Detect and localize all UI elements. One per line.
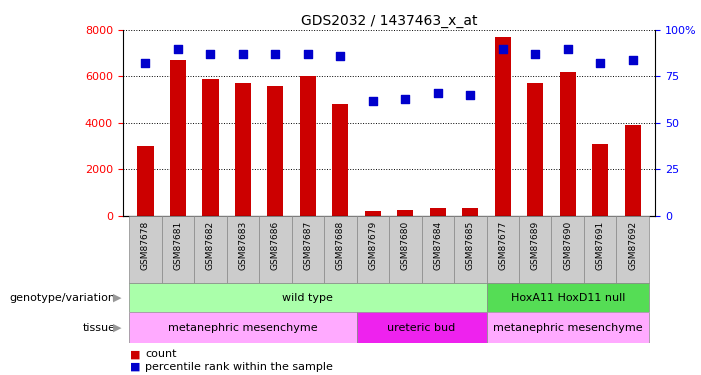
Point <box>270 51 281 57</box>
Bar <box>495 37 511 216</box>
Bar <box>357 312 486 343</box>
Text: metanephric mesenchyme: metanephric mesenchyme <box>168 322 318 333</box>
Text: GSM87689: GSM87689 <box>531 221 540 270</box>
Bar <box>486 283 649 312</box>
Bar <box>300 76 316 216</box>
Text: GSM87688: GSM87688 <box>336 221 345 270</box>
Bar <box>203 79 219 216</box>
Bar <box>365 211 381 216</box>
Text: percentile rank within the sample: percentile rank within the sample <box>145 362 333 372</box>
Bar <box>235 83 251 216</box>
Bar <box>162 216 194 283</box>
Text: GSM87684: GSM87684 <box>433 221 442 270</box>
Bar <box>324 216 357 283</box>
Point <box>205 51 216 57</box>
Bar <box>332 104 348 216</box>
Text: GSM87690: GSM87690 <box>563 221 572 270</box>
Point <box>433 90 444 96</box>
Bar <box>486 216 519 283</box>
Bar <box>616 216 649 283</box>
Text: wild type: wild type <box>283 292 333 303</box>
Text: ▶: ▶ <box>113 292 121 303</box>
Text: genotype/variation: genotype/variation <box>10 292 116 303</box>
Point <box>334 53 346 59</box>
Point <box>302 51 313 57</box>
Bar <box>552 216 584 283</box>
Bar <box>527 83 543 216</box>
Point <box>594 60 606 66</box>
Bar <box>625 125 641 216</box>
Text: HoxA11 HoxD11 null: HoxA11 HoxD11 null <box>510 292 625 303</box>
Point <box>627 57 639 63</box>
Bar <box>357 216 389 283</box>
Bar <box>170 60 186 216</box>
Text: count: count <box>145 350 177 359</box>
Text: GSM87677: GSM87677 <box>498 221 508 270</box>
Text: GSM87686: GSM87686 <box>271 221 280 270</box>
Bar <box>462 207 478 216</box>
Point <box>530 51 541 57</box>
Point <box>465 92 476 98</box>
Bar <box>397 210 414 216</box>
Point <box>139 60 151 66</box>
Text: metanephric mesenchyme: metanephric mesenchyme <box>493 322 643 333</box>
Text: GSM87685: GSM87685 <box>465 221 475 270</box>
Text: ■: ■ <box>130 350 144 359</box>
Text: GSM87692: GSM87692 <box>628 221 637 270</box>
Point <box>172 46 184 52</box>
Text: ▶: ▶ <box>113 322 121 333</box>
Bar <box>486 312 649 343</box>
Bar <box>259 216 292 283</box>
Bar <box>559 72 576 216</box>
Point <box>497 46 508 52</box>
Point <box>367 98 379 104</box>
Bar <box>226 216 259 283</box>
Text: GSM87678: GSM87678 <box>141 221 150 270</box>
Point <box>400 96 411 102</box>
Bar <box>421 216 454 283</box>
Text: GSM87691: GSM87691 <box>596 221 605 270</box>
Bar <box>592 144 608 216</box>
Bar <box>519 216 552 283</box>
Bar <box>389 216 421 283</box>
Bar <box>584 216 616 283</box>
Point <box>562 46 573 52</box>
Bar <box>454 216 486 283</box>
Text: GSM87681: GSM87681 <box>173 221 182 270</box>
Text: GSM87679: GSM87679 <box>368 221 377 270</box>
Text: GSM87687: GSM87687 <box>304 221 313 270</box>
Text: tissue: tissue <box>83 322 116 333</box>
Bar <box>137 146 154 216</box>
Text: GSM87683: GSM87683 <box>238 221 247 270</box>
Bar <box>267 86 283 216</box>
Title: GDS2032 / 1437463_x_at: GDS2032 / 1437463_x_at <box>301 13 477 28</box>
Bar <box>194 216 226 283</box>
Point <box>237 51 248 57</box>
Bar <box>292 216 324 283</box>
Text: ureteric bud: ureteric bud <box>388 322 456 333</box>
Bar <box>129 312 357 343</box>
Bar <box>129 216 162 283</box>
Text: ■: ■ <box>130 362 144 372</box>
Bar <box>430 207 446 216</box>
Bar <box>129 283 486 312</box>
Text: GSM87682: GSM87682 <box>206 221 215 270</box>
Text: GSM87680: GSM87680 <box>401 221 410 270</box>
